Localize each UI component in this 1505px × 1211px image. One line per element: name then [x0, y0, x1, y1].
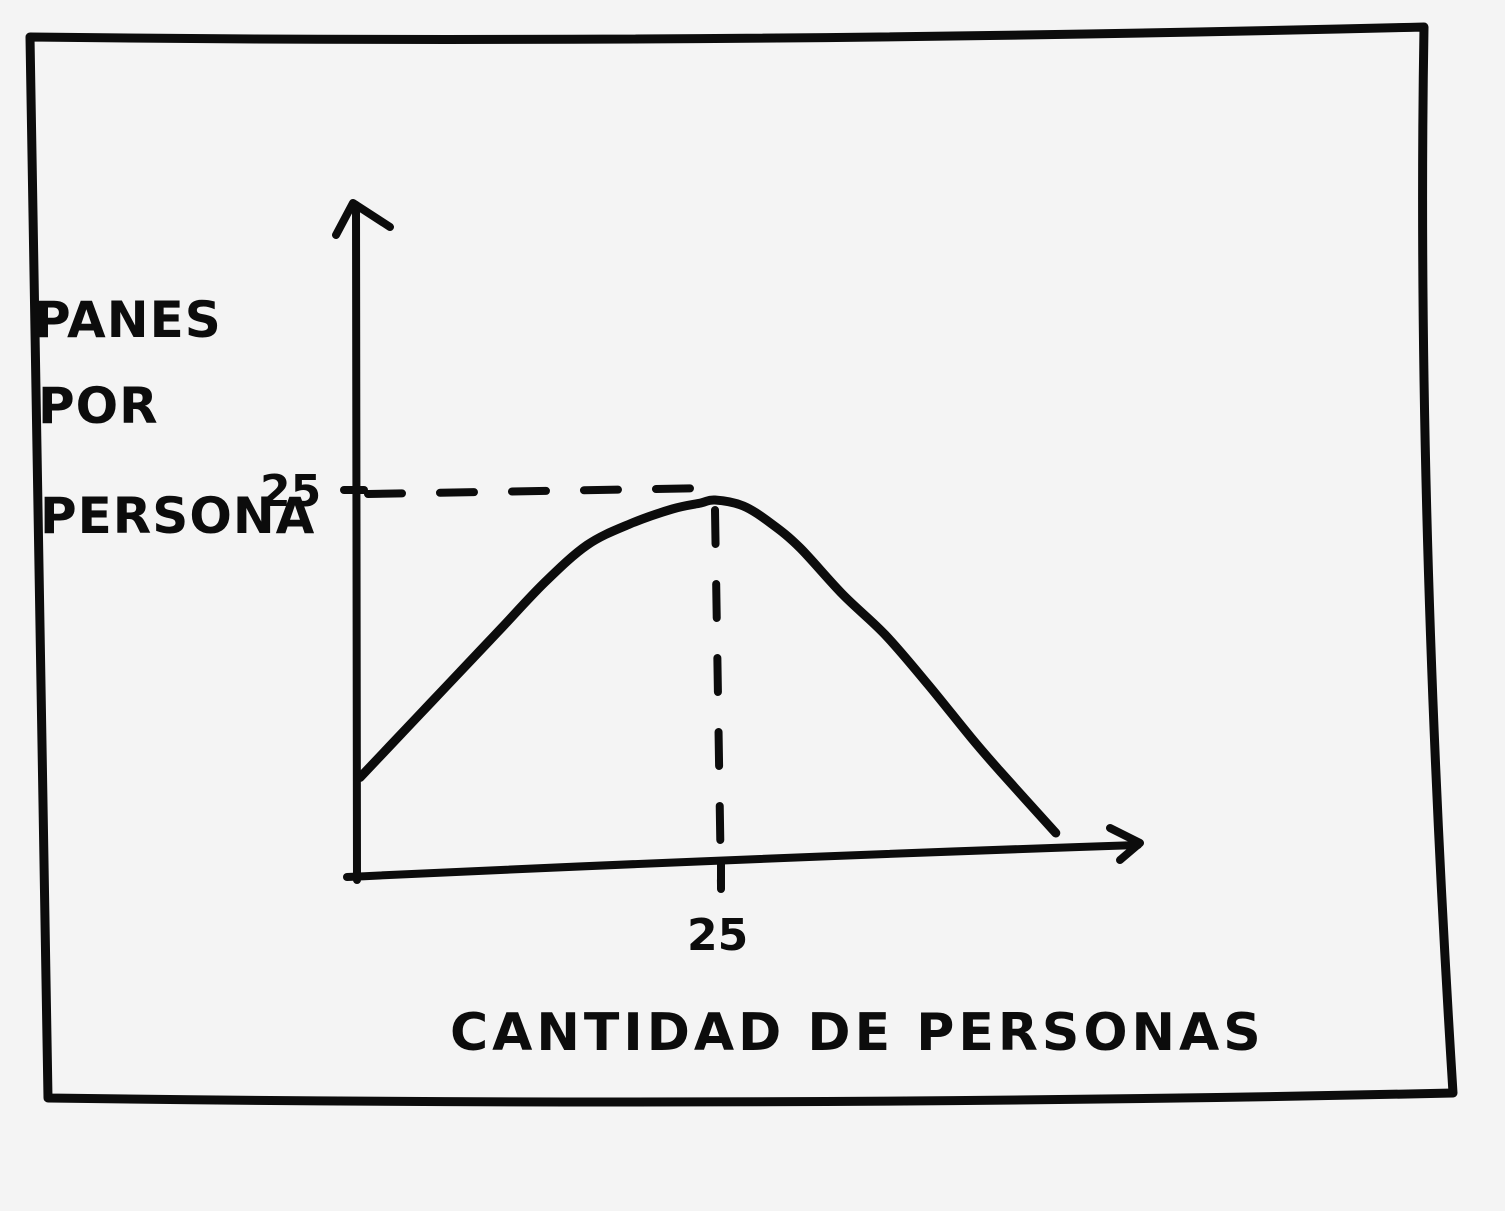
y-axis-label-line-3: PERSONA — [40, 487, 315, 545]
y-axis-arrowhead — [332, 199, 394, 239]
reference-line-vertical — [711, 506, 725, 889]
x-axis-arrowhead — [1106, 824, 1144, 864]
frame-border — [25, 22, 1458, 1107]
y-axis-label-line-1: PANES — [34, 291, 222, 349]
series-line — [355, 495, 1061, 838]
y-axis-label-line-2: POR — [38, 377, 159, 435]
y-axis — [352, 201, 362, 884]
x-axis — [343, 841, 1142, 881]
reference-line-horizontal — [364, 484, 719, 498]
y-tick-label-0: 25 — [260, 466, 321, 517]
tick-group: 25 25 — [260, 466, 748, 961]
x-tick-label-0: 25 — [687, 910, 748, 961]
x-axis-label: CANTIDAD DE PERSONAS — [450, 1003, 1265, 1063]
